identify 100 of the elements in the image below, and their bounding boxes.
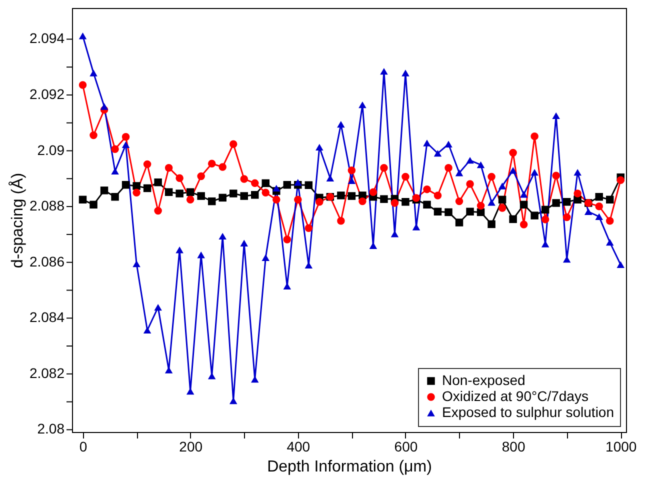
point <box>304 224 313 232</box>
x-tick-label: 0 <box>79 438 88 454</box>
point <box>616 176 624 184</box>
point <box>218 232 226 240</box>
point <box>423 140 431 146</box>
point <box>143 326 152 334</box>
point <box>186 196 194 204</box>
point <box>176 174 184 182</box>
point <box>337 120 345 128</box>
point <box>466 208 474 216</box>
y-axis-title: d-spacing (Å) <box>8 172 26 268</box>
point <box>455 218 464 226</box>
point <box>541 206 550 214</box>
point <box>595 213 603 220</box>
point <box>455 170 464 176</box>
legend-label: Oxidized at 90°C/7days <box>442 388 588 404</box>
point <box>197 192 205 200</box>
point <box>498 204 506 212</box>
point <box>434 192 442 200</box>
x-tick-label: 800 <box>502 438 526 454</box>
point <box>283 236 292 244</box>
point <box>208 160 216 168</box>
point <box>78 32 87 40</box>
y-tick-label: 2.09 <box>37 142 65 158</box>
point <box>348 166 356 174</box>
point <box>402 70 410 76</box>
point <box>176 190 184 198</box>
point <box>90 70 98 76</box>
point <box>358 197 366 206</box>
x-axis-title: Depth Information (μm) <box>267 458 432 476</box>
point <box>476 161 485 168</box>
point <box>294 178 302 186</box>
point <box>606 216 614 225</box>
point <box>272 196 280 204</box>
point <box>90 131 98 140</box>
point <box>283 180 292 189</box>
legend-label: Exposed to sulphur solution <box>442 404 614 420</box>
point <box>466 180 474 188</box>
y-tick-label: 2.086 <box>29 253 65 270</box>
point <box>197 252 205 258</box>
point <box>402 172 410 181</box>
point <box>262 179 270 188</box>
point <box>176 246 184 254</box>
point <box>574 190 582 198</box>
y-tick-label: 2.088 <box>29 198 65 214</box>
point <box>316 144 324 151</box>
point <box>380 68 388 75</box>
point <box>111 168 119 175</box>
y-tick-label: 2.08 <box>37 420 65 437</box>
point <box>498 182 506 190</box>
point <box>143 160 152 168</box>
point <box>530 168 538 176</box>
point <box>444 140 452 148</box>
point <box>434 208 442 216</box>
point <box>616 261 624 268</box>
point <box>122 180 130 189</box>
point <box>304 181 313 190</box>
point <box>90 200 98 209</box>
point <box>402 198 410 206</box>
point <box>294 196 302 204</box>
point <box>552 112 560 120</box>
point <box>337 192 345 200</box>
point <box>337 216 345 225</box>
x-tick-label: 1000 <box>606 438 637 454</box>
point <box>369 188 378 196</box>
point <box>164 188 173 196</box>
point <box>240 192 248 200</box>
point <box>562 198 571 206</box>
point <box>423 185 431 194</box>
point <box>122 133 130 141</box>
point <box>229 140 238 148</box>
point <box>498 196 506 204</box>
point <box>197 172 205 180</box>
x-tick-label: 200 <box>179 438 203 454</box>
point <box>595 192 603 201</box>
point <box>520 190 528 198</box>
point <box>606 196 614 204</box>
point <box>229 190 238 198</box>
point <box>562 213 571 222</box>
point <box>455 197 464 206</box>
point <box>208 197 216 206</box>
x-tick-label: 600 <box>394 438 418 454</box>
point <box>251 191 259 199</box>
x-tick-label: 400 <box>286 438 310 454</box>
point <box>509 215 517 224</box>
point <box>520 220 528 228</box>
point <box>218 163 226 171</box>
point <box>606 238 614 246</box>
point <box>434 150 442 157</box>
point <box>132 260 140 268</box>
point <box>509 148 517 157</box>
point <box>552 172 560 180</box>
point <box>380 195 388 203</box>
point <box>100 103 108 110</box>
point <box>326 174 334 182</box>
point <box>595 202 603 210</box>
point <box>262 254 270 262</box>
point <box>154 206 162 215</box>
point <box>262 188 270 197</box>
point <box>520 200 528 209</box>
